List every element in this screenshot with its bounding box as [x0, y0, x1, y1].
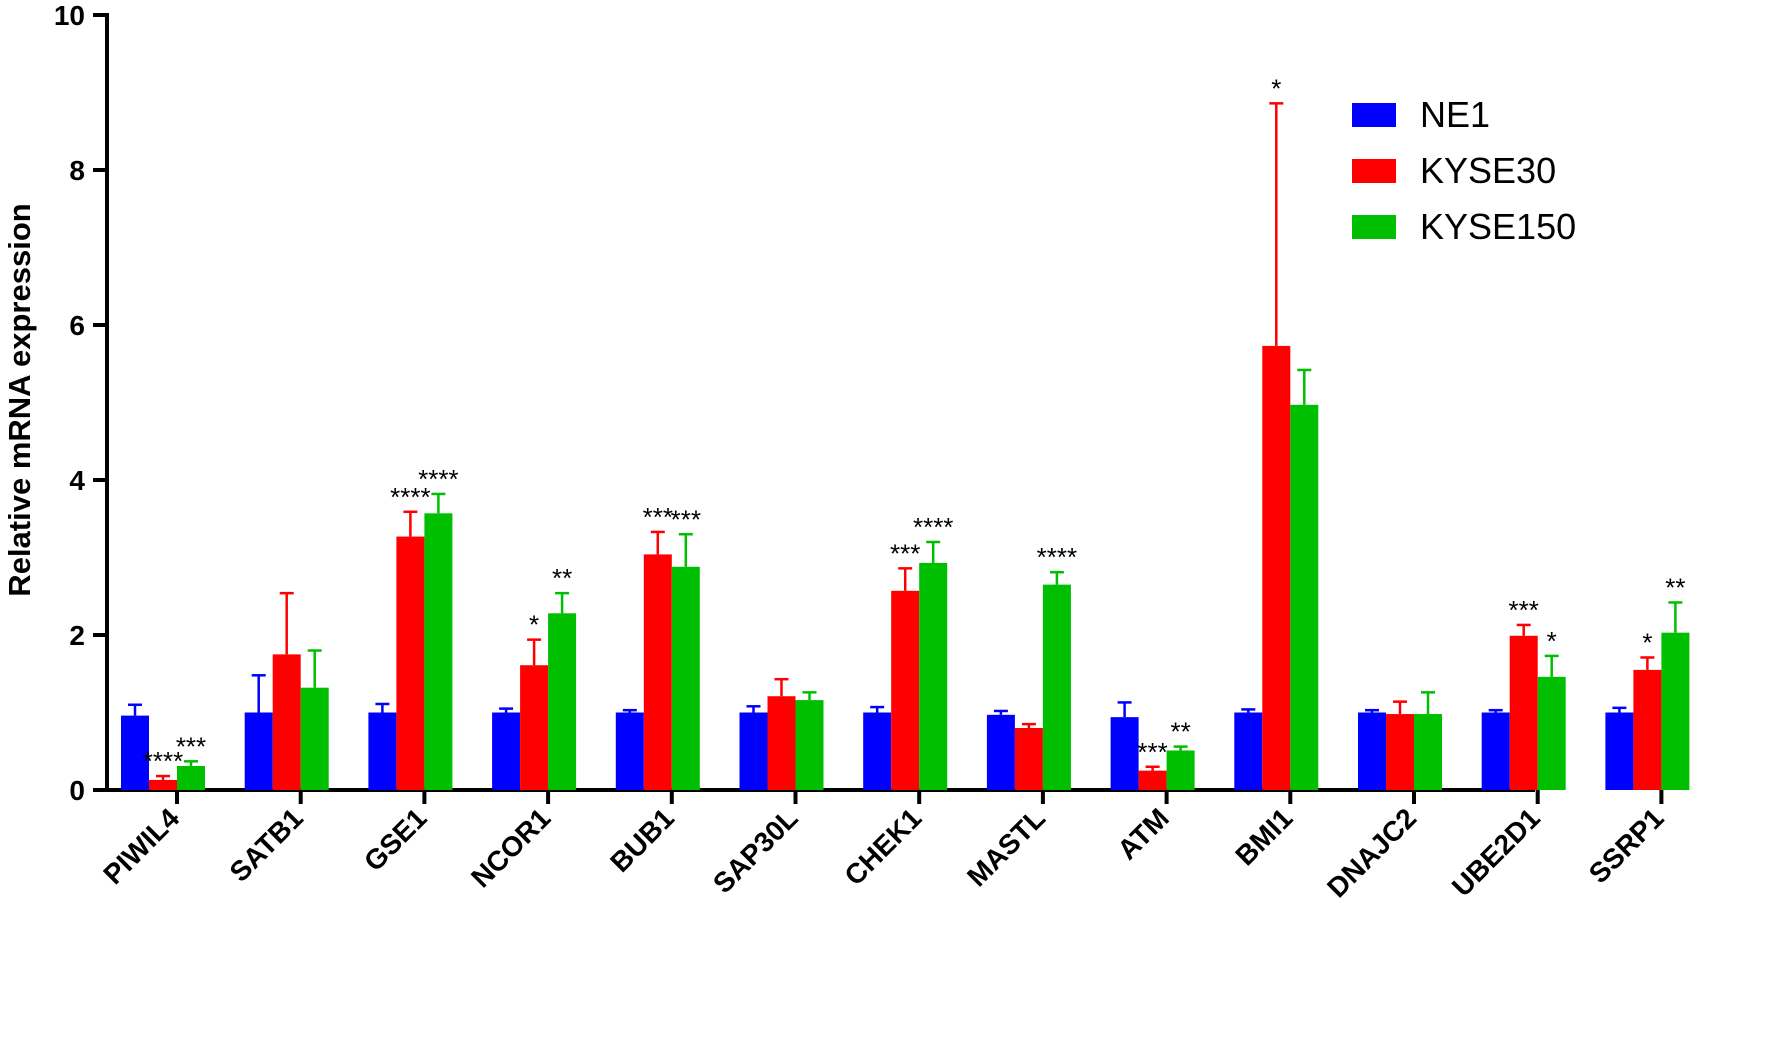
significance-label: *: [1547, 626, 1557, 656]
significance-label: ***: [1509, 595, 1539, 625]
bar-kyse30-ube2d1: [1509, 635, 1538, 790]
significance-label: ***: [671, 504, 701, 534]
legend-label-kyse30: KYSE30: [1420, 150, 1556, 191]
y-tick-label: 2: [69, 620, 85, 651]
bar-ne1-chek1: [863, 712, 892, 790]
y-tick-label: 0: [69, 775, 85, 806]
significance-label: ****: [418, 464, 458, 494]
y-axis-label-group: Relative mRNA expression: [2, 203, 37, 596]
bar-kyse150-satb1: [300, 687, 329, 790]
significance-label: **: [1170, 717, 1190, 747]
bar-kyse30-mastl: [1014, 728, 1043, 790]
bar-kyse150-ssrp1: [1661, 632, 1690, 790]
bar-kyse150-piwil4: [177, 765, 205, 790]
category-label: BUB1: [604, 802, 680, 878]
bar-ne1-gse1: [368, 712, 397, 790]
significance-label: ***: [890, 538, 920, 568]
bar-kyse150-mastl: [1042, 584, 1071, 790]
bar-kyse30-piwil4: [149, 779, 177, 790]
bar-kyse150-bmi1: [1290, 404, 1319, 790]
bars-layer: [121, 345, 1690, 790]
bar-ne1-ssrp1: [1605, 712, 1634, 790]
category-label: SSRP1: [1583, 802, 1670, 889]
y-tick-label: 4: [69, 465, 85, 496]
legend-swatch-kyse30: [1352, 159, 1396, 183]
category-label: CHEK1: [838, 802, 927, 891]
category-label: SATB1: [224, 802, 309, 887]
bar-kyse30-chek1: [891, 590, 920, 790]
bar-ne1-atm: [1110, 717, 1139, 790]
y-axis-label: Relative mRNA expression: [2, 203, 37, 596]
category-label: MASTL: [961, 802, 1051, 892]
bar-ne1-piwil4: [121, 715, 149, 790]
bar-ne1-bub1: [615, 712, 644, 790]
significance-label: ****: [390, 482, 430, 512]
bar-kyse150-gse1: [424, 513, 453, 790]
significance-layer: ****************************************…: [143, 73, 1686, 776]
y-tick-label: 8: [69, 155, 85, 186]
bar-kyse150-atm: [1166, 750, 1195, 790]
significance-label: ***: [1137, 737, 1167, 767]
significance-label: *: [1642, 627, 1652, 657]
significance-label: *: [1271, 73, 1281, 103]
bar-kyse150-bub1: [671, 566, 700, 790]
bar-ne1-ube2d1: [1481, 712, 1510, 790]
category-label: PIWIL4: [97, 802, 185, 890]
category-label: UBE2D1: [1446, 802, 1546, 902]
y-tick-label: 10: [54, 0, 85, 31]
bar-kyse30-dnajc2: [1386, 714, 1414, 790]
error-bars-layer: [128, 102, 1683, 780]
bar-kyse150-sap30l: [795, 700, 824, 790]
category-label: NCOR1: [465, 802, 556, 893]
bar-kyse30-bub1: [643, 554, 672, 790]
bar-kyse30-atm: [1138, 770, 1167, 790]
significance-label: *: [529, 610, 539, 640]
significance-label: ***: [643, 502, 673, 532]
bar-ne1-sap30l: [739, 712, 768, 790]
bar-kyse150-ncor1: [548, 613, 577, 790]
legend-swatch-kyse150: [1352, 215, 1396, 239]
significance-label: ****: [913, 512, 953, 542]
significance-label: **: [1665, 572, 1685, 602]
bar-kyse30-satb1: [272, 654, 301, 790]
category-label: DNAJC2: [1321, 802, 1422, 903]
bar-kyse150-chek1: [919, 562, 948, 790]
legend-label-ne1: NE1: [1420, 94, 1490, 135]
significance-label: ****: [143, 746, 183, 776]
bar-ne1-mastl: [986, 714, 1015, 790]
y-tick-label: 6: [69, 310, 85, 341]
category-label: GSE1: [358, 802, 433, 877]
legend: NE1 KYSE30 KYSE150: [1352, 94, 1576, 247]
category-label: BMI1: [1229, 802, 1298, 871]
significance-label: ***: [176, 731, 206, 761]
bar-kyse150-dnajc2: [1414, 714, 1442, 790]
category-label: ATM: [1112, 802, 1175, 865]
significance-label: **: [552, 563, 572, 593]
legend-label-kyse150: KYSE150: [1420, 206, 1576, 247]
bar-ne1-bmi1: [1234, 712, 1263, 790]
bar-kyse30-ncor1: [520, 665, 549, 790]
category-label: SAP30L: [707, 802, 804, 899]
category-labels: PIWIL4 SATB1 GSE1 NCOR1 BUB1 SAP30L CHEK1 MASTL…: [97, 802, 1669, 903]
legend-swatch-ne1: [1352, 103, 1396, 127]
bar-kyse30-gse1: [396, 536, 425, 790]
significance-label: ****: [1037, 542, 1077, 572]
bar-ne1-dnajc2: [1358, 712, 1386, 790]
bar-ne1-satb1: [244, 712, 273, 790]
bar-kyse30-sap30l: [767, 696, 796, 790]
bar-ne1-ncor1: [492, 712, 521, 790]
bar-kyse30-bmi1: [1262, 345, 1291, 790]
bar-kyse150-ube2d1: [1537, 676, 1566, 790]
bar-kyse30-ssrp1: [1633, 669, 1662, 790]
